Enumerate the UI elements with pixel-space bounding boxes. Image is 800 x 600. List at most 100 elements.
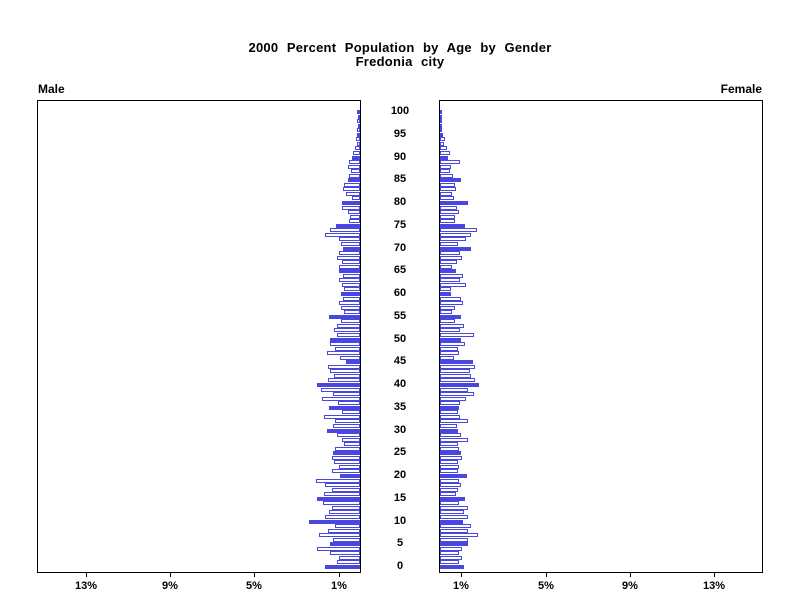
male-bar-age-62 — [342, 283, 360, 287]
female-bar-age-25 — [440, 451, 461, 455]
male-bar-age-68 — [337, 256, 360, 260]
male-bar-age-56 — [344, 310, 360, 314]
male-bar-age-85 — [348, 178, 360, 182]
female-bar-age-65 — [440, 269, 456, 273]
male-bar-age-19 — [316, 479, 360, 483]
age-tick-label-90: 90 — [393, 151, 407, 163]
female-bar-age-44 — [440, 365, 475, 369]
female-bar-age-50 — [440, 338, 461, 342]
male-bar-age-100 — [357, 110, 360, 114]
female-bar-age-95 — [440, 133, 443, 137]
female-bar-age-15 — [440, 497, 465, 501]
female-bar-age-70 — [440, 247, 471, 251]
female-bar-age-40 — [440, 383, 479, 387]
male-bar-age-53 — [337, 324, 360, 328]
male-bar-age-8 — [328, 529, 360, 533]
age-tick-label-75: 75 — [393, 219, 407, 231]
age-tick-label-30: 30 — [393, 424, 407, 436]
age-tick-label-55: 55 — [393, 310, 407, 322]
chart-title-line2: Fredonia city — [355, 54, 445, 69]
female-bar-age-73 — [440, 233, 471, 237]
male-bar-age-28 — [342, 438, 360, 442]
male-panel-label: Male — [38, 82, 65, 96]
female-bar-age-56 — [440, 310, 452, 314]
male-bar-age-99 — [358, 115, 360, 119]
male-axis-tick-label-5: 5% — [246, 580, 262, 592]
male-bar-age-87 — [351, 169, 360, 173]
male-bar-age-27 — [344, 442, 360, 446]
male-bar-age-14 — [323, 501, 360, 505]
female-bar-age-24 — [440, 456, 462, 460]
female-bar-age-12 — [440, 510, 464, 514]
female-bar-age-48 — [440, 347, 458, 351]
male-axis-tick-label-1: 1% — [331, 580, 347, 592]
female-bar-age-72 — [440, 237, 466, 241]
age-tick-label-45: 45 — [393, 355, 407, 367]
female-bar-age-20 — [440, 474, 467, 478]
age-tick-label-65: 65 — [393, 264, 407, 276]
female-bar-age-28 — [440, 438, 468, 442]
age-tick-label-85: 85 — [393, 173, 407, 185]
male-bar-age-24 — [332, 456, 360, 460]
age-tick-label-100: 100 — [390, 105, 410, 117]
female-bar-age-27 — [440, 442, 458, 446]
female-bar-age-87 — [440, 169, 450, 173]
age-tick-label-80: 80 — [393, 196, 407, 208]
female-bar-age-37 — [440, 397, 466, 401]
female-bar-age-93 — [440, 142, 444, 146]
female-bar-age-67 — [440, 260, 457, 264]
male-bar-age-70 — [343, 247, 360, 251]
female-axis-tick-label-13: 13% — [702, 580, 726, 592]
female-bar-age-98 — [440, 119, 442, 123]
female-bar-age-68 — [440, 256, 462, 260]
female-bar-age-94 — [440, 137, 445, 141]
male-bar-age-97 — [358, 124, 360, 128]
male-bar-age-59 — [343, 297, 360, 301]
male-bar-age-67 — [342, 260, 360, 264]
male-axis-tick-label-13: 13% — [74, 580, 98, 592]
female-bar-age-51 — [440, 333, 474, 337]
male-bar-age-45 — [346, 360, 360, 364]
male-bar-age-11 — [325, 515, 360, 519]
male-bar-age-94 — [356, 137, 360, 141]
male-bar-age-13 — [332, 506, 360, 510]
male-bar-age-91 — [353, 151, 360, 155]
female-bar-age-36 — [440, 401, 460, 405]
male-bar-age-15 — [317, 497, 360, 501]
male-bar-age-92 — [355, 146, 360, 150]
age-tick-label-50: 50 — [393, 333, 407, 345]
male-bar-age-26 — [335, 447, 360, 451]
male-bar-age-5 — [330, 542, 360, 546]
female-bar-age-43 — [440, 369, 470, 373]
female-bar-age-64 — [440, 274, 463, 278]
male-bar-age-86 — [349, 174, 360, 178]
male-bar-age-75 — [336, 224, 360, 228]
female-bar-age-46 — [440, 356, 454, 360]
male-bar-age-60 — [341, 292, 360, 296]
age-tick-label-15: 15 — [393, 492, 407, 504]
male-bar-age-76 — [349, 219, 360, 223]
male-bar-age-9 — [335, 524, 360, 528]
male-bar-age-39 — [321, 388, 360, 392]
male-axis-tick-5 — [254, 572, 255, 577]
male-bar-age-89 — [349, 160, 360, 164]
male-bar-age-78 — [348, 210, 360, 214]
age-tick-label-0: 0 — [396, 560, 404, 572]
female-bar-age-23 — [440, 460, 458, 464]
female-bar-age-91 — [440, 151, 450, 155]
male-bar-age-10 — [309, 520, 360, 524]
female-bar-age-29 — [440, 433, 461, 437]
male-bar-age-21 — [332, 469, 360, 473]
male-bar-age-44 — [328, 365, 360, 369]
female-bar-age-61 — [440, 287, 451, 291]
male-bar-age-37 — [322, 397, 360, 401]
female-bar-age-0 — [440, 565, 464, 569]
male-bar-age-52 — [334, 328, 360, 332]
male-bar-age-83 — [343, 187, 360, 191]
male-bar-age-47 — [327, 351, 360, 355]
female-bar-age-47 — [440, 351, 459, 355]
male-bar-age-16 — [324, 492, 360, 496]
male-bar-age-88 — [348, 165, 360, 169]
male-bar-age-1 — [337, 560, 360, 564]
female-axis-tick-label-1: 1% — [453, 580, 469, 592]
